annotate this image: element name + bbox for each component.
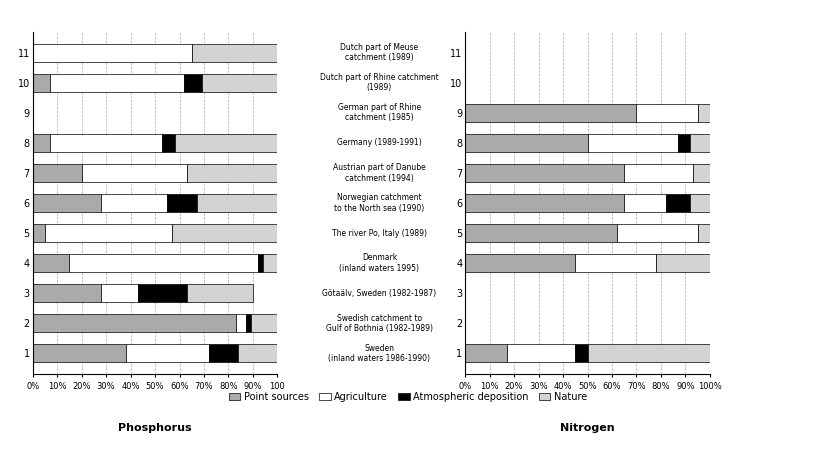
Bar (187, 164, 277, 182)
Bar (624, 194, 666, 212)
Bar (50, 74, 184, 92)
Bar (33, 344, 126, 362)
Text: German part of Rhine
catchment (1985): German part of Rhine catchment (1985) (338, 103, 421, 123)
Bar (175, 134, 277, 152)
Bar (167, 194, 197, 212)
Bar (202, 74, 277, 92)
Bar (698, 224, 710, 242)
Bar (101, 194, 167, 212)
Bar (246, 314, 251, 332)
Bar (187, 284, 253, 302)
Bar (678, 134, 690, 152)
Bar (507, 344, 575, 362)
Bar (575, 344, 588, 362)
Bar (258, 254, 263, 272)
Bar (172, 224, 277, 242)
Bar (465, 104, 636, 122)
Bar (126, 344, 209, 362)
Bar (636, 104, 698, 122)
Bar (617, 224, 698, 242)
Bar (693, 164, 710, 182)
Bar (465, 254, 575, 272)
Bar (82, 164, 187, 182)
Bar (197, 194, 277, 212)
Bar (50, 134, 162, 152)
Bar (33, 74, 50, 92)
Bar (238, 344, 277, 362)
Text: Phosphorus: Phosphorus (118, 423, 192, 433)
Bar (465, 194, 624, 212)
Text: Denmark
(inland waters 1995): Denmark (inland waters 1995) (339, 253, 419, 273)
Bar (251, 314, 277, 332)
Text: Sweden
(inland waters 1986-1990): Sweden (inland waters 1986-1990) (328, 344, 431, 363)
Bar (209, 344, 238, 362)
Text: Dutch part of Meuse
catchment (1989): Dutch part of Meuse catchment (1989) (340, 43, 419, 62)
Bar (236, 314, 246, 332)
Bar (33, 194, 101, 212)
Bar (690, 194, 710, 212)
Bar (184, 74, 202, 92)
Bar (33, 44, 192, 62)
Bar (465, 224, 617, 242)
Bar (465, 134, 588, 152)
Bar (33, 224, 45, 242)
Bar (575, 254, 656, 272)
Text: Austrian part of Danube
catchment (1994): Austrian part of Danube catchment (1994) (333, 163, 426, 183)
Legend: Point sources, Agriculture, Atmospheric deposition, Nature: Point sources, Agriculture, Atmospheric … (224, 388, 592, 405)
Bar (162, 134, 175, 152)
Bar (690, 134, 710, 152)
Bar (33, 254, 69, 272)
Text: Norwegian catchment
to the North sea (1990): Norwegian catchment to the North sea (19… (335, 193, 424, 213)
Bar (101, 284, 138, 302)
Bar (69, 254, 258, 272)
Bar (33, 134, 50, 152)
Bar (45, 224, 172, 242)
Text: Germany (1989-1991): Germany (1989-1991) (337, 138, 422, 147)
Bar (698, 104, 710, 122)
Text: Swedish catchment to
Gulf of Bothnia (1982-1989): Swedish catchment to Gulf of Bothnia (19… (326, 313, 433, 333)
Bar (588, 134, 678, 152)
Bar (656, 254, 710, 272)
Bar (33, 284, 101, 302)
Text: The river Po, Italy (1989): The river Po, Italy (1989) (332, 229, 427, 238)
Bar (588, 344, 710, 362)
Text: Nitrogen: Nitrogen (561, 423, 614, 433)
Bar (465, 164, 624, 182)
Bar (624, 164, 693, 182)
Bar (33, 164, 82, 182)
Bar (33, 314, 236, 332)
Bar (263, 254, 277, 272)
Text: Götaälv, Sweden (1982-1987): Götaälv, Sweden (1982-1987) (322, 289, 437, 298)
Bar (138, 284, 187, 302)
Bar (465, 344, 507, 362)
Bar (666, 194, 690, 212)
Bar (192, 44, 277, 62)
Text: Dutch part of Rhine catchment
(1989): Dutch part of Rhine catchment (1989) (320, 73, 439, 92)
